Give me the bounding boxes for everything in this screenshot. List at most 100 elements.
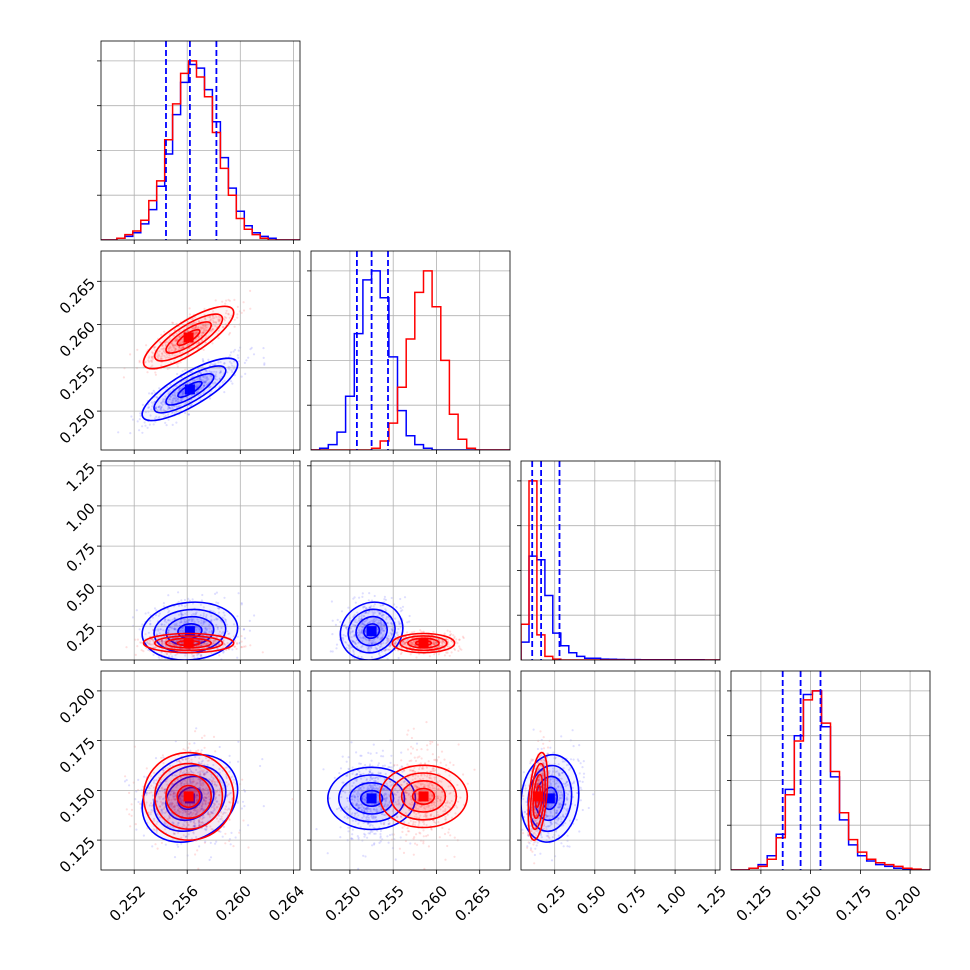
- sample-point: [380, 614, 383, 618]
- sample-point: [214, 592, 217, 596]
- sample-point: [156, 813, 159, 817]
- sample-point: [179, 771, 182, 774]
- sample-point: [385, 639, 388, 642]
- sample-point: [243, 790, 247, 793]
- sample-point: [203, 796, 206, 799]
- sample-point: [409, 842, 412, 845]
- sample-point: [222, 630, 225, 633]
- sample-point: [157, 417, 160, 420]
- sample-point: [207, 795, 211, 798]
- sample-point: [381, 627, 384, 630]
- sample-point: [162, 629, 165, 632]
- sample-point: [176, 784, 179, 787]
- sample-point: [152, 423, 155, 426]
- sample-point: [250, 346, 253, 349]
- sample-point: [402, 636, 405, 639]
- sample-point: [187, 620, 190, 623]
- sample-point: [232, 778, 235, 781]
- sample-point: [379, 835, 382, 838]
- sample-point: [154, 407, 157, 410]
- sample-point: [182, 823, 185, 826]
- sample-point: [447, 645, 450, 648]
- sample-point: [204, 324, 207, 327]
- sample-point: [180, 614, 183, 617]
- sample-point: [409, 653, 412, 656]
- sample-point: [135, 790, 138, 793]
- sample-point: [203, 384, 206, 387]
- sample-point: [366, 647, 369, 650]
- sample-point: [208, 316, 211, 319]
- sample-point: [460, 648, 463, 651]
- sample-point: [174, 344, 177, 347]
- sample-point: [440, 641, 443, 644]
- sample-point: [157, 406, 160, 409]
- sample-point: [159, 800, 162, 803]
- sample-point: [212, 321, 215, 324]
- sample-point: [195, 782, 198, 785]
- sample-point: [215, 601, 218, 604]
- sample-point: [194, 755, 197, 759]
- sample-point: [184, 758, 187, 761]
- sample-point: [236, 801, 239, 805]
- sample-point: [169, 793, 172, 797]
- sample-point: [179, 784, 182, 787]
- sample-point: [159, 628, 162, 631]
- sample-point: [384, 649, 387, 652]
- sample-point: [177, 604, 181, 607]
- sample-point: [159, 805, 162, 808]
- sample-point: [173, 344, 176, 347]
- sample-point: [172, 821, 175, 824]
- sample-point: [241, 800, 245, 803]
- sample-point: [180, 800, 183, 803]
- sample-point: [160, 355, 163, 358]
- sample-point: [156, 800, 159, 803]
- sample-point: [205, 796, 208, 800]
- sample-point: [389, 648, 392, 651]
- sample-point: [197, 341, 201, 344]
- sample-point: [374, 646, 377, 649]
- sample-point: [252, 353, 256, 356]
- sample-point: [175, 774, 178, 778]
- sample-point: [174, 797, 178, 801]
- sample-point: [363, 620, 366, 623]
- sample-point: [355, 751, 358, 754]
- sample-point: [171, 423, 174, 426]
- sample-point: [159, 628, 163, 631]
- sample-point: [197, 342, 200, 345]
- sample-point: [162, 635, 165, 638]
- sample-point: [210, 812, 213, 815]
- sample-point: [446, 629, 449, 632]
- sample-point: [397, 649, 400, 652]
- sample-point: [161, 754, 164, 757]
- sample-point: [216, 626, 219, 629]
- sample-point: [189, 820, 192, 823]
- sample-point: [171, 344, 174, 347]
- sample-point: [169, 825, 172, 828]
- sample-point: [209, 810, 212, 814]
- sample-point: [199, 376, 202, 379]
- sample-point: [366, 618, 369, 621]
- sample-point: [148, 804, 151, 807]
- sample-point: [339, 620, 342, 624]
- sample-point: [175, 624, 178, 627]
- sample-point: [160, 333, 163, 336]
- sample-point: [236, 642, 239, 646]
- sample-point: [230, 314, 233, 317]
- sample-point: [187, 329, 190, 333]
- sample-point: [453, 637, 456, 640]
- sample-point: [352, 640, 355, 643]
- sample-point: [166, 652, 169, 656]
- sample-point: [362, 636, 365, 639]
- sample-point: [170, 401, 173, 404]
- sample-point: [180, 782, 183, 785]
- sample-point: [411, 641, 414, 644]
- sample-point: [174, 793, 177, 796]
- sample-point: [378, 645, 381, 649]
- sample-point: [404, 641, 408, 644]
- sample-point: [167, 406, 170, 410]
- sample-point: [139, 802, 142, 806]
- sample-point: [372, 618, 375, 621]
- sample-point: [385, 616, 388, 619]
- sample-point: [365, 639, 368, 642]
- sample-point: [428, 655, 431, 658]
